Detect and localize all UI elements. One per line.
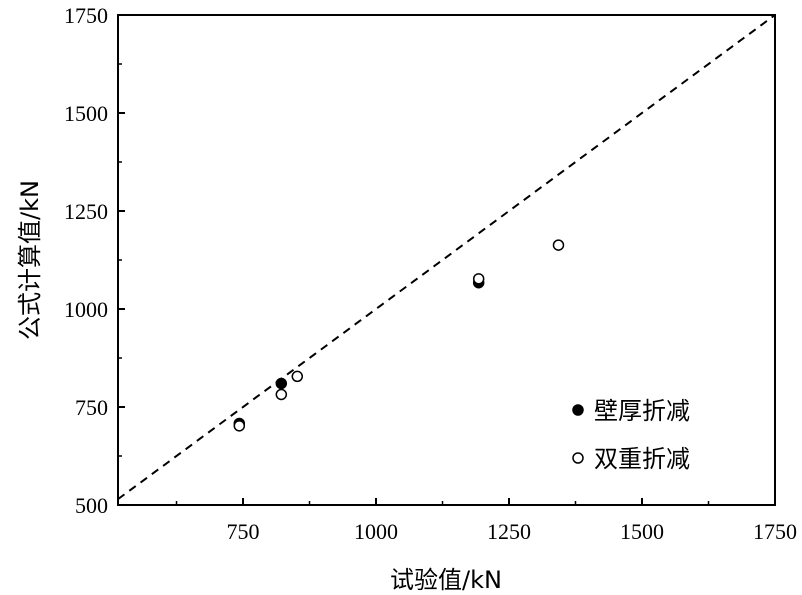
tick-labels-layer: 750 1000 1250 1500 1750 500 750 1000 1250 1500 175… bbox=[64, 3, 797, 544]
data-point-open bbox=[472, 273, 485, 285]
data-point-filled bbox=[275, 377, 288, 390]
legend-marker-open bbox=[572, 452, 584, 464]
x-tick-label: 1250 bbox=[487, 519, 531, 544]
y-axis-title: 公式计算值/kN bbox=[16, 180, 44, 340]
y-tick-label: 750 bbox=[75, 395, 108, 420]
reference-line-y-equals-x bbox=[117, 14, 776, 500]
x-axis-title: 试验值/kN bbox=[390, 566, 502, 594]
data-point-open bbox=[552, 239, 565, 251]
x-tick-label: 1750 bbox=[753, 519, 797, 544]
data-point-open bbox=[275, 388, 288, 401]
x-tick-label: 1000 bbox=[354, 519, 398, 544]
x-tick-label: 750 bbox=[227, 519, 260, 544]
y-tick-label: 1000 bbox=[64, 297, 108, 322]
data-points-layer bbox=[233, 239, 565, 432]
y-tick-label: 1500 bbox=[64, 101, 108, 126]
data-point-open bbox=[233, 420, 246, 432]
y-tick-label: 500 bbox=[75, 493, 108, 518]
legend-marker-filled bbox=[572, 404, 584, 416]
axis-ticks bbox=[118, 14, 776, 506]
x-tick-label: 1500 bbox=[620, 519, 664, 544]
y-tick-label: 1250 bbox=[64, 199, 108, 224]
y-tick-label: 1750 bbox=[64, 3, 108, 28]
legend: 壁厚折减 双重折减 bbox=[572, 397, 690, 473]
legend-label-double-reduction: 双重折减 bbox=[594, 445, 690, 473]
data-point-open bbox=[291, 370, 304, 383]
legend-label-wall-thickness: 壁厚折减 bbox=[594, 397, 690, 425]
reference-line-layer bbox=[117, 14, 776, 500]
